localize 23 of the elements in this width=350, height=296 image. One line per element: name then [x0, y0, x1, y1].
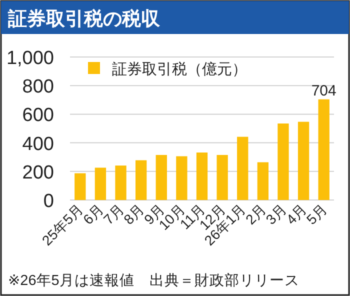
- bar: [318, 99, 330, 200]
- data-label: 704: [311, 82, 336, 100]
- bar: [156, 154, 167, 200]
- bar: [196, 152, 208, 200]
- chart-title: 証券取引税の税収: [7, 8, 161, 30]
- bar: [115, 166, 126, 200]
- bar: [298, 122, 310, 200]
- y-tick-label: 0: [43, 191, 54, 212]
- y-tick-label: 600: [22, 105, 54, 126]
- bar: [278, 123, 289, 200]
- y-tick-label: 1,000: [6, 48, 54, 69]
- bar: [257, 162, 269, 200]
- legend-label: 証券取引税（億元）: [112, 61, 247, 78]
- bar: [176, 156, 188, 200]
- bar: [74, 173, 86, 200]
- bar: [94, 168, 106, 200]
- bar: [237, 136, 248, 200]
- text: ※26年5月は速報値 出典＝財政部リリース: [8, 272, 300, 289]
- y-tick-label: 800: [22, 76, 54, 98]
- y-tick-label: 400: [22, 134, 54, 155]
- y-tick-label: 200: [22, 162, 54, 184]
- bar: [135, 160, 147, 200]
- bar: [216, 154, 228, 200]
